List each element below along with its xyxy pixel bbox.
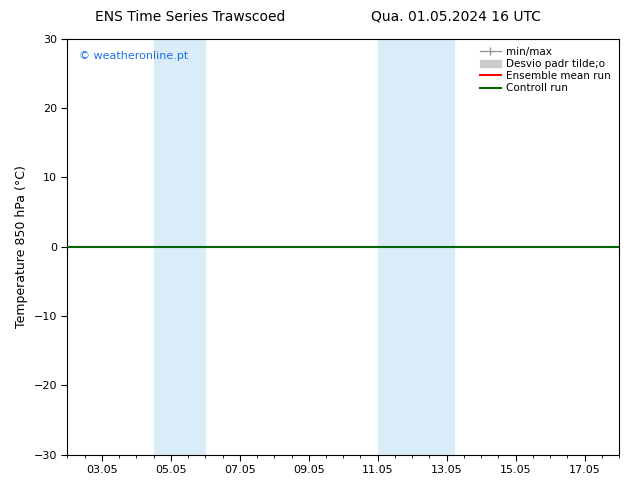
Bar (412, 39, 453, 455)
Text: © weatheronline.pt: © weatheronline.pt (79, 51, 188, 61)
Y-axis label: Temperature 850 hPa (°C): Temperature 850 hPa (°C) (15, 165, 28, 328)
Legend: min/max, Desvio padr tilde;o, Ensemble mean run, Controll run: min/max, Desvio padr tilde;o, Ensemble m… (477, 44, 614, 97)
Text: ENS Time Series Trawscoed: ENS Time Series Trawscoed (95, 10, 285, 24)
Bar (378, 39, 412, 455)
Bar (153, 39, 205, 455)
Text: Qua. 01.05.2024 16 UTC: Qua. 01.05.2024 16 UTC (372, 10, 541, 24)
